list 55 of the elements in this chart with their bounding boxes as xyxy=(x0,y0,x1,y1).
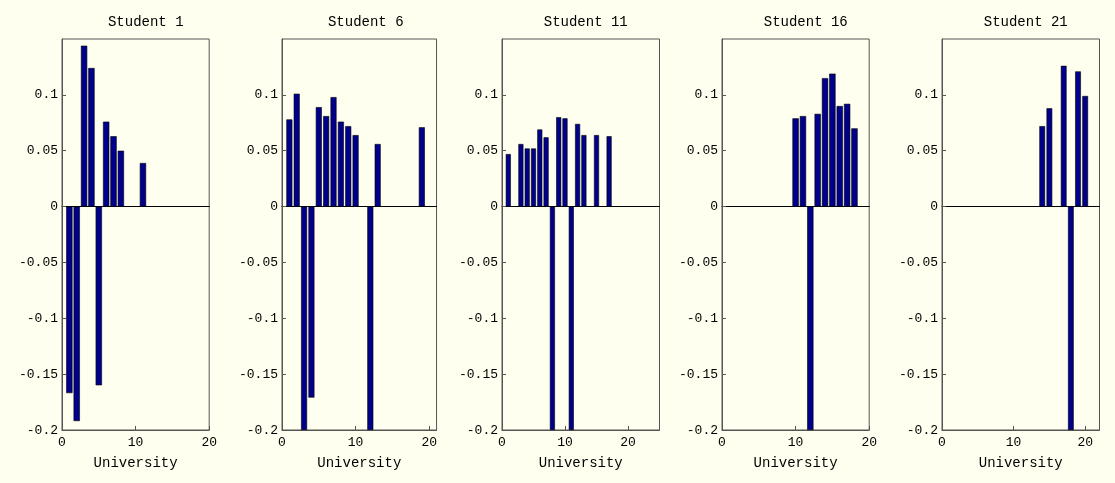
y-tick-label: -0.1 xyxy=(906,310,939,326)
y-tick-label: 0.05 xyxy=(906,143,938,159)
y-tick-label: -0.2 xyxy=(466,422,498,438)
chart-title: Student 21 xyxy=(983,14,1068,30)
y-tick-label: -0.2 xyxy=(26,422,58,438)
x-axis-title: University xyxy=(753,455,838,471)
y-tick-label: -0.1 xyxy=(26,310,59,326)
y-tick-label: 0 xyxy=(270,199,278,215)
x-axis-title: University xyxy=(538,455,623,471)
y-tick-label: 0.05 xyxy=(686,143,718,159)
y-tick-label: -0.05 xyxy=(678,254,718,270)
y-tick-label: 0.1 xyxy=(694,87,719,103)
y-tick-label: 0.1 xyxy=(254,87,279,103)
y-tick-label: 0.1 xyxy=(914,87,939,103)
y-tick-label: 0.1 xyxy=(474,87,499,103)
chart-title: Student 11 xyxy=(543,14,628,30)
x-tick-label: 20 xyxy=(421,435,437,450)
x-tick-label: 20 xyxy=(861,435,877,450)
y-tick-label: 0 xyxy=(50,199,58,215)
y-tick-label: 0.05 xyxy=(246,143,278,159)
y-tick-label: -0.2 xyxy=(686,422,718,438)
x-axis-title: University xyxy=(317,455,402,471)
x-tick-label: 10 xyxy=(787,435,804,450)
y-tick-label: -0.15 xyxy=(238,366,278,382)
y-tick-label: 0 xyxy=(710,199,718,215)
y-tick-label: 0.05 xyxy=(26,143,58,159)
chart-title: Student 1 xyxy=(107,14,184,30)
x-tick-label: 20 xyxy=(620,435,636,450)
y-tick-label: 0 xyxy=(490,199,498,215)
y-tick-label: -0.2 xyxy=(246,422,278,438)
y-tick-label: -0.05 xyxy=(18,254,58,270)
y-tick-label: 0 xyxy=(930,199,938,215)
y-tick-label: -0.05 xyxy=(238,254,278,270)
y-tick-label: -0.05 xyxy=(898,254,938,270)
y-tick-label: -0.1 xyxy=(246,310,279,326)
chart-title: Student 16 xyxy=(763,14,848,30)
y-tick-label: -0.1 xyxy=(466,310,499,326)
y-tick-label: -0.15 xyxy=(678,366,718,382)
x-tick-label: 20 xyxy=(201,435,217,450)
x-tick-label: 10 xyxy=(557,435,573,450)
x-tick-label: 10 xyxy=(347,435,364,450)
y-tick-label: -0.15 xyxy=(898,366,938,382)
y-tick-label: 0.1 xyxy=(34,87,59,103)
x-axis-title: University xyxy=(978,455,1063,471)
chart-title: Student 6 xyxy=(327,14,404,30)
y-tick-label: -0.1 xyxy=(686,310,719,326)
y-tick-label: -0.2 xyxy=(906,422,938,438)
y-tick-label: -0.15 xyxy=(18,366,58,382)
y-tick-label: 0.05 xyxy=(466,143,498,159)
x-axis-title: University xyxy=(93,455,178,471)
x-tick-label: 20 xyxy=(1077,435,1093,450)
x-tick-label: 10 xyxy=(127,435,144,450)
x-tick-label: 10 xyxy=(1005,435,1022,450)
y-tick-label: -0.05 xyxy=(458,254,498,270)
y-tick-label: -0.15 xyxy=(458,366,498,382)
